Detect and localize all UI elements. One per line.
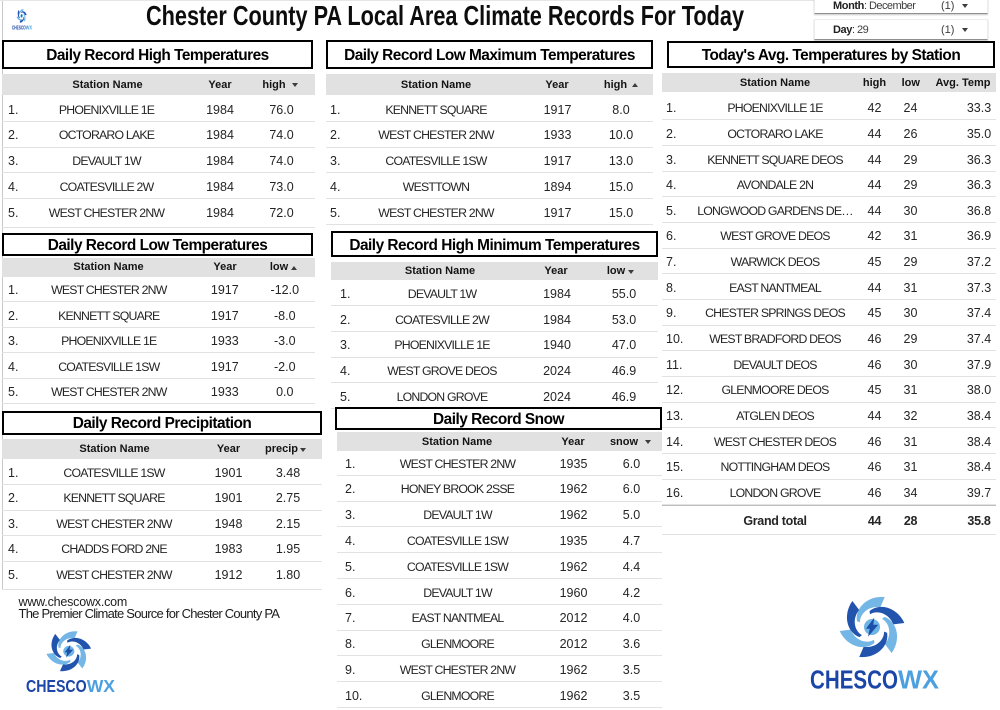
svg-text:CHESCO: CHESCO — [12, 25, 26, 30]
svg-text:WX: WX — [26, 25, 32, 30]
svg-text:WX: WX — [87, 676, 115, 693]
svg-text:CHESCO: CHESCO — [810, 665, 898, 691]
svg-text:WX: WX — [898, 665, 939, 691]
svg-text:CHESCO: CHESCO — [26, 676, 87, 693]
